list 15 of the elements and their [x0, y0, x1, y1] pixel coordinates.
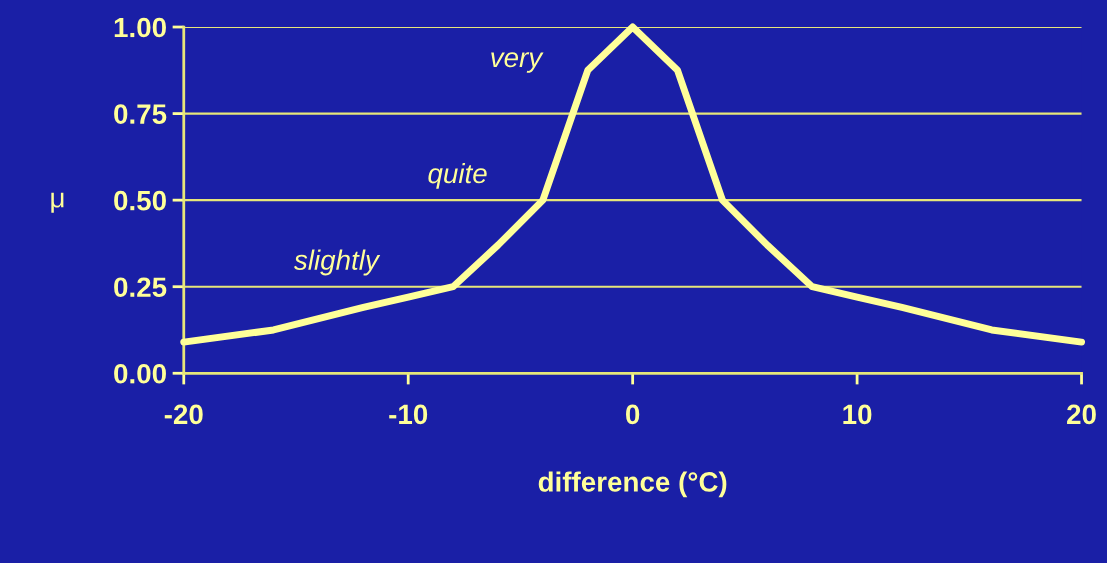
annotation: very: [491, 52, 544, 73]
y-tick-label: 1.00: [114, 17, 166, 38]
y-tick-label: 0.25: [114, 277, 167, 298]
x-tick-label: 0: [626, 404, 640, 425]
y-tick-label: 0.00: [114, 363, 166, 384]
y-axis-title: μ: [51, 192, 64, 213]
y-tick-label: 0.75: [114, 104, 167, 124]
x-tick-label: -10: [389, 404, 428, 425]
x-tick-label: 20: [1067, 404, 1096, 425]
annotation: slightly: [294, 249, 381, 276]
y-tick-label: 0.50: [114, 190, 166, 211]
x-axis-title: difference (°C): [538, 471, 727, 498]
annotation: quite: [428, 162, 487, 189]
x-tick-label: -20: [164, 404, 203, 425]
x-tick-label: 10: [843, 404, 872, 425]
